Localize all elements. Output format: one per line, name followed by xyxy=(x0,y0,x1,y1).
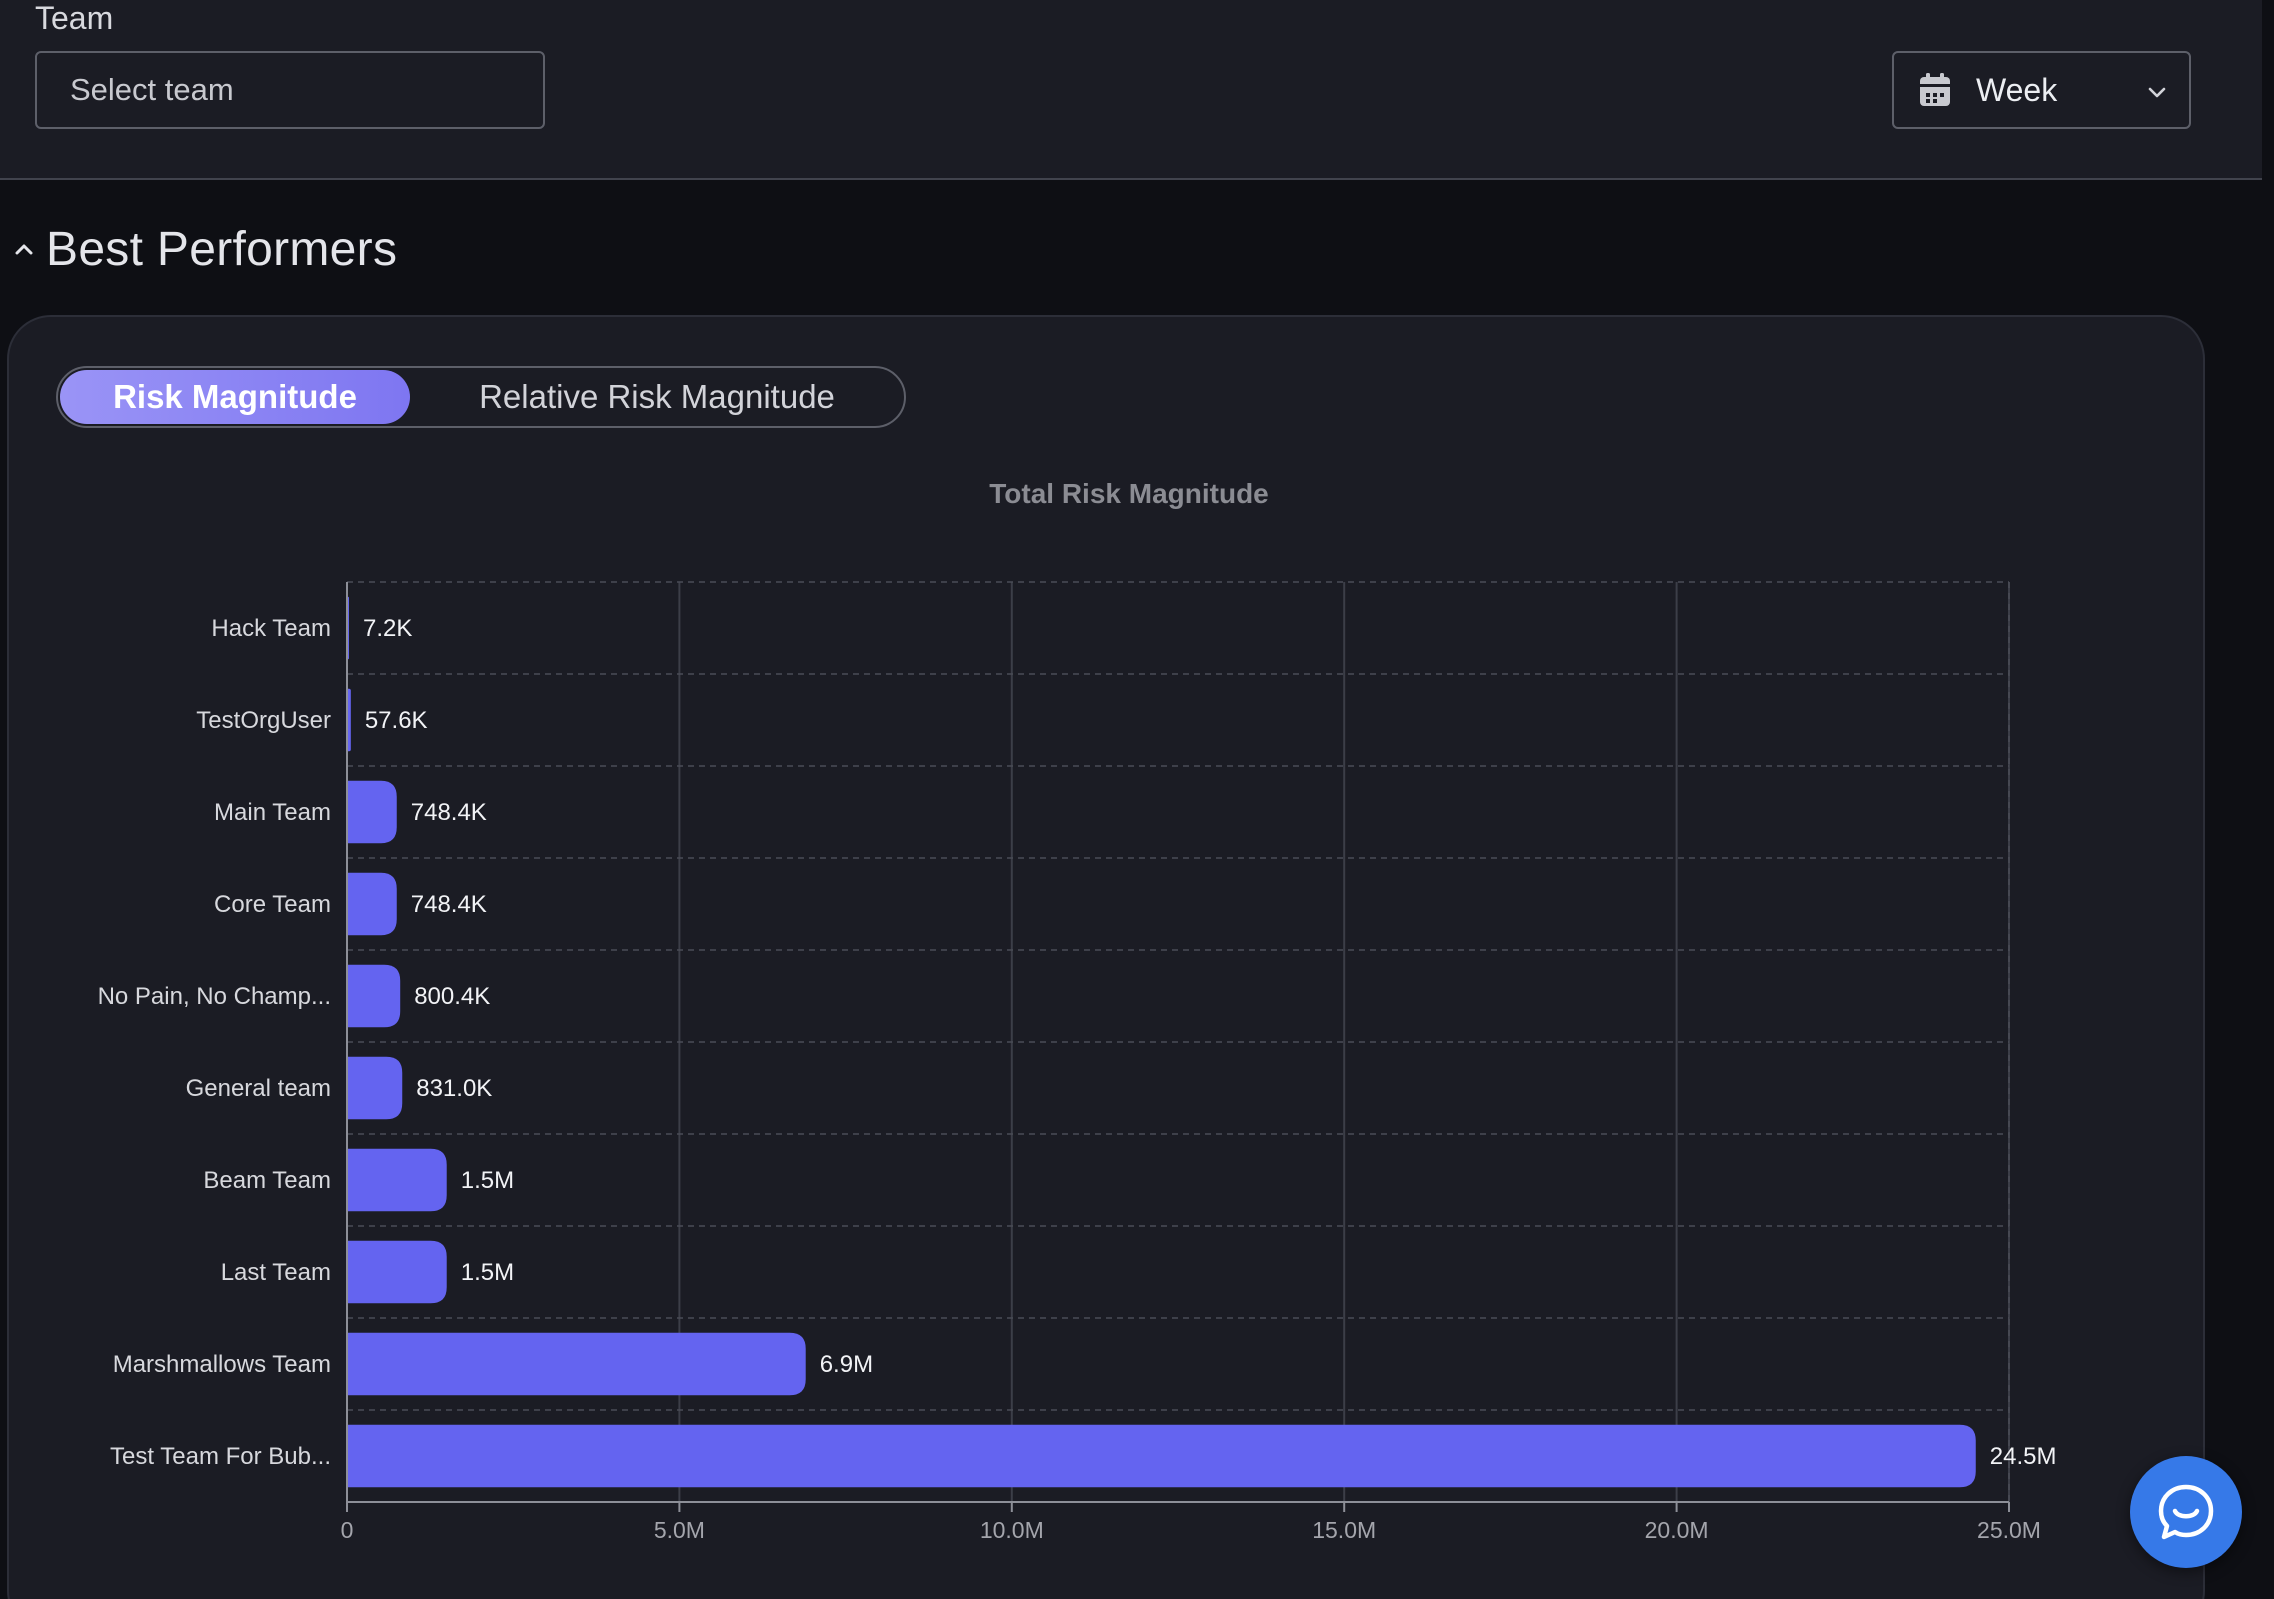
x-tick-label: 5.0M xyxy=(654,1517,705,1543)
bar-value-label: 6.9M xyxy=(820,1351,873,1378)
y-tick-label: Beam Team xyxy=(203,1167,331,1194)
chat-button[interactable] xyxy=(2130,1456,2242,1568)
bar-value-label: 1.5M xyxy=(461,1259,514,1286)
bar-value-label: 24.5M xyxy=(1990,1443,2057,1470)
y-tick-label: Hack Team xyxy=(211,615,331,642)
bar-value-label: 800.4K xyxy=(414,983,490,1010)
chart-title: Total Risk Magnitude xyxy=(989,478,1269,509)
period-select[interactable]: Week xyxy=(1892,51,2191,129)
y-tick-label: General team xyxy=(186,1075,331,1102)
x-tick-label: 0 xyxy=(341,1517,354,1543)
y-tick-label: Core Team xyxy=(214,891,331,918)
y-tick-label: Last Team xyxy=(221,1259,331,1286)
bar-value-label: 748.4K xyxy=(411,799,487,826)
bar-value-label: 1.5M xyxy=(461,1167,514,1194)
metric-toggle: Risk Magnitude Relative Risk Magnitude xyxy=(56,366,906,428)
x-tick-label: 25.0M xyxy=(1977,1517,2041,1543)
bar xyxy=(347,1424,1976,1488)
best-performers-header[interactable]: Best Performers xyxy=(12,222,397,277)
bar xyxy=(347,780,397,844)
tab-relative-risk-magnitude[interactable]: Relative Risk Magnitude xyxy=(479,378,835,415)
bar xyxy=(347,1240,447,1304)
team-filter-label: Team xyxy=(35,0,114,36)
y-tick-label: Marshmallows Team xyxy=(113,1351,331,1378)
bar-value-label: 748.4K xyxy=(411,891,487,918)
filter-bar: Team Select team Week xyxy=(0,0,2262,180)
bar xyxy=(347,1148,447,1212)
bar xyxy=(347,872,397,936)
chevron-down-icon xyxy=(2148,87,2166,98)
chart-svg: 7.2K Hack Team 57.6K TestOrgUser 748.4K Main … xyxy=(98,581,2057,1543)
chevron-up-icon[interactable] xyxy=(12,238,36,262)
bar-value-label: 831.0K xyxy=(416,1075,492,1102)
x-tick-label: 15.0M xyxy=(1312,1517,1376,1543)
tab-risk-magnitude[interactable]: Risk Magnitude xyxy=(60,370,410,424)
x-tick-label: 20.0M xyxy=(1645,1517,1709,1543)
bar xyxy=(347,964,401,1028)
y-tick-label: Main Team xyxy=(214,799,331,826)
team-select[interactable]: Select team xyxy=(35,51,545,129)
bar xyxy=(347,1056,403,1120)
y-tick-label: Test Team For Bub... xyxy=(110,1443,331,1470)
y-tick-label: TestOrgUser xyxy=(196,707,331,734)
x-tick-label: 10.0M xyxy=(980,1517,1044,1543)
bar-value-label: 7.2K xyxy=(363,615,412,642)
y-tick-label: No Pain, No Champ... xyxy=(98,983,331,1010)
chat-icon xyxy=(2158,1484,2214,1540)
period-select-value: Week xyxy=(1976,71,2058,108)
calendar-icon xyxy=(1920,73,1950,106)
bar-value-label: 57.6K xyxy=(365,707,428,734)
bar xyxy=(347,1332,806,1396)
section-title: Best Performers xyxy=(46,223,398,276)
risk-magnitude-chart: 7.2K Hack Team 57.6K TestOrgUser 748.4K Main … xyxy=(0,560,2210,1560)
team-select-placeholder: Select team xyxy=(70,72,234,107)
